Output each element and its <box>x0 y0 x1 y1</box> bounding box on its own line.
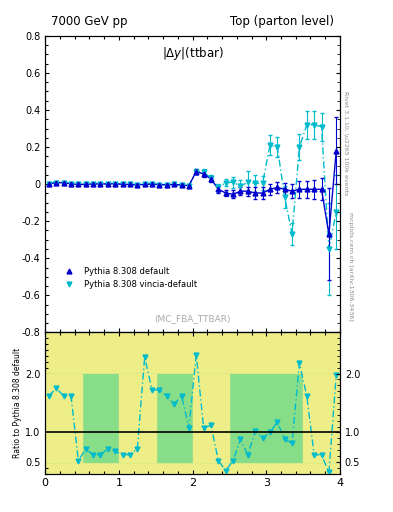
Pythia 8.308 vincia-default <box>216 184 221 190</box>
Pythia 8.308 default <box>194 168 198 175</box>
Pythia 8.308 vincia-default <box>297 144 302 150</box>
Pythia 8.308 vincia-default <box>142 181 147 187</box>
Pythia 8.308 vincia-default <box>246 179 250 185</box>
Pythia 8.308 vincia-default <box>172 181 176 187</box>
Text: Top (parton level): Top (parton level) <box>230 15 334 29</box>
Pythia 8.308 vincia-default <box>223 180 228 186</box>
Pythia 8.308 default <box>231 191 235 198</box>
Pythia 8.308 default <box>216 186 221 193</box>
Pythia 8.308 default <box>172 181 176 187</box>
Pythia 8.308 default <box>98 181 103 187</box>
Text: $|\Delta y|$(ttbar): $|\Delta y|$(ttbar) <box>162 45 224 62</box>
Pythia 8.308 default <box>268 186 272 193</box>
Pythia 8.308 vincia-default <box>98 181 103 187</box>
Pythia 8.308 vincia-default <box>135 182 140 188</box>
Pythia 8.308 vincia-default <box>253 180 257 186</box>
Pythia 8.308 default <box>91 181 95 187</box>
Pythia 8.308 default <box>113 181 118 187</box>
Pythia 8.308 default <box>334 147 339 154</box>
Pythia 8.308 default <box>69 181 73 187</box>
Pythia 8.308 vincia-default <box>268 142 272 148</box>
Pythia 8.308 default <box>253 190 257 196</box>
Pythia 8.308 default <box>209 176 213 182</box>
Pythia 8.308 vincia-default <box>179 182 184 188</box>
Pythia 8.308 default <box>157 182 162 188</box>
Pythia 8.308 vincia-default <box>128 181 132 187</box>
Pythia 8.308 vincia-default <box>46 181 51 187</box>
Pythia 8.308 vincia-default <box>282 194 287 200</box>
Pythia 8.308 default <box>83 181 88 187</box>
Pythia 8.308 default <box>46 181 51 187</box>
Pythia 8.308 default <box>297 186 302 193</box>
Pythia 8.308 default <box>105 181 110 187</box>
Pythia 8.308 vincia-default <box>187 182 191 188</box>
Text: mcplots.cern.ch [arXiv:1306.3436]: mcplots.cern.ch [arXiv:1306.3436] <box>348 212 353 321</box>
Pythia 8.308 default <box>142 181 147 187</box>
Pythia 8.308 vincia-default <box>83 181 88 187</box>
Pythia 8.308 vincia-default <box>275 144 280 150</box>
Pythia 8.308 default <box>61 180 66 186</box>
Pythia 8.308 default <box>76 181 81 187</box>
Pythia 8.308 vincia-default <box>305 122 309 128</box>
Pythia 8.308 vincia-default <box>164 182 169 188</box>
Pythia 8.308 vincia-default <box>150 181 154 187</box>
Pythia 8.308 vincia-default <box>76 181 81 187</box>
Pythia 8.308 vincia-default <box>231 179 235 185</box>
Pythia 8.308 vincia-default <box>157 182 162 188</box>
Pythia 8.308 vincia-default <box>290 231 294 237</box>
Pythia 8.308 default <box>290 188 294 194</box>
Pythia 8.308 default <box>120 181 125 187</box>
Pythia 8.308 default <box>223 190 228 196</box>
Pythia 8.308 default <box>150 181 154 187</box>
Pythia 8.308 default <box>128 181 132 187</box>
Pythia 8.308 vincia-default <box>334 209 339 215</box>
Pythia 8.308 vincia-default <box>312 122 316 128</box>
Pythia 8.308 vincia-default <box>319 123 324 130</box>
Pythia 8.308 default <box>260 190 265 196</box>
Pythia 8.308 default <box>238 188 243 194</box>
Text: (MC_FBA_TTBAR): (MC_FBA_TTBAR) <box>154 314 231 324</box>
Pythia 8.308 vincia-default <box>201 169 206 175</box>
Line: Pythia 8.308 default: Pythia 8.308 default <box>46 148 339 237</box>
Pythia 8.308 default <box>135 182 140 188</box>
Pythia 8.308 default <box>312 186 316 193</box>
Pythia 8.308 vincia-default <box>260 180 265 186</box>
Pythia 8.308 vincia-default <box>54 180 59 186</box>
Pythia 8.308 vincia-default <box>61 180 66 186</box>
Text: 7000 GeV pp: 7000 GeV pp <box>51 15 128 29</box>
Pythia 8.308 vincia-default <box>120 181 125 187</box>
Pythia 8.308 vincia-default <box>238 183 243 189</box>
Pythia 8.308 vincia-default <box>113 181 118 187</box>
Pythia 8.308 vincia-default <box>327 246 331 252</box>
Line: Pythia 8.308 vincia-default: Pythia 8.308 vincia-default <box>46 122 339 251</box>
Pythia 8.308 vincia-default <box>69 181 73 187</box>
Text: Rivet 3.1.10, \u2265 100k events: Rivet 3.1.10, \u2265 100k events <box>344 91 349 196</box>
Y-axis label: Ratio to Pythia 8.308 default: Ratio to Pythia 8.308 default <box>13 348 22 458</box>
Pythia 8.308 default <box>179 182 184 188</box>
Pythia 8.308 default <box>164 182 169 188</box>
Pythia 8.308 default <box>327 231 331 237</box>
Pythia 8.308 vincia-default <box>194 168 198 175</box>
Pythia 8.308 default <box>305 186 309 193</box>
Pythia 8.308 vincia-default <box>91 181 95 187</box>
Pythia 8.308 vincia-default <box>105 181 110 187</box>
Pythia 8.308 default <box>187 182 191 188</box>
Pythia 8.308 default <box>246 188 250 194</box>
Pythia 8.308 default <box>319 186 324 193</box>
Pythia 8.308 default <box>282 186 287 193</box>
Pythia 8.308 default <box>54 180 59 186</box>
Pythia 8.308 default <box>201 171 206 177</box>
Legend: Pythia 8.308 default, Pythia 8.308 vincia-default: Pythia 8.308 default, Pythia 8.308 vinci… <box>55 264 200 293</box>
Pythia 8.308 vincia-default <box>209 175 213 181</box>
Pythia 8.308 default <box>275 184 280 190</box>
